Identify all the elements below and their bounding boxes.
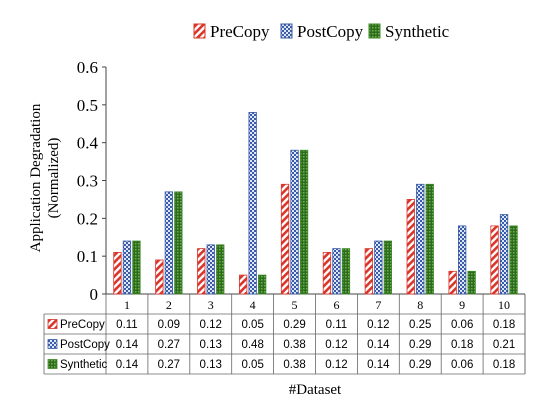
- table-cell-value: 0.11: [326, 319, 348, 331]
- bar-postcopy-10: [499, 214, 509, 295]
- y-tick-label: 0.4: [77, 134, 99, 153]
- bar-postcopy-5: [290, 149, 299, 295]
- bar-precopy-6: [322, 251, 332, 295]
- table-cell-value: 0.06: [451, 359, 473, 371]
- table-cell-value: 0.11: [116, 319, 138, 331]
- x-tick-label: 10: [498, 298, 510, 312]
- table-cell-value: 0.09: [158, 319, 180, 331]
- table-cell-value: 0.27: [158, 339, 180, 351]
- legend-key-postcopy: [280, 23, 293, 39]
- data-table: 1 2 3 4 5 6 7 8 9 10 PreCopy 0.11 0.09 0.12 0.05 0.29 0.…: [43, 294, 526, 375]
- table-series-label: PreCopy: [60, 319, 105, 331]
- table-cell-value: 0.38: [283, 359, 305, 371]
- bar-synthetic-5: [299, 149, 309, 295]
- table-cell-value: 0.13: [200, 359, 222, 371]
- table-cell-value: 0.29: [409, 339, 431, 351]
- axes: 0 0.1 0.2 0.3 0.4 0.5 0.6: [77, 58, 525, 304]
- table-cell-value: 0.18: [493, 319, 515, 331]
- y-tick-label: 0.6: [77, 58, 98, 77]
- table-cell-value: 0.29: [409, 359, 431, 371]
- table-cell-value: 0.12: [325, 339, 347, 351]
- bar-precopy-7: [364, 248, 374, 295]
- bar-synthetic-7: [383, 240, 393, 295]
- table-cell-value: 0.14: [367, 339, 390, 351]
- bar-synthetic-1: [132, 240, 141, 295]
- table-series-label: PostCopy: [60, 339, 110, 351]
- bar-postcopy-6: [332, 248, 341, 295]
- table-cell-value: 0.21: [493, 339, 515, 351]
- legend-label-synthetic: Synthetic: [385, 22, 450, 41]
- bar-synthetic-8: [425, 183, 434, 295]
- table-legend-key-precopy: [47, 319, 58, 329]
- y-tick-label: 0.5: [77, 96, 98, 115]
- bar-postcopy-3: [206, 244, 215, 295]
- bar-postcopy-9: [457, 225, 467, 295]
- x-axis-label: #Dataset: [289, 382, 342, 398]
- x-tick-label: 9: [459, 298, 465, 312]
- legend-key-precopy: [193, 23, 206, 39]
- y-axis-label-subtitle: (Normalized): [46, 138, 62, 219]
- bar-precopy-9: [448, 270, 457, 295]
- y-tick-label: 0.1: [77, 247, 98, 266]
- x-tick-label: 7: [375, 298, 381, 312]
- bar-synthetic-6: [341, 248, 351, 295]
- bar-precopy-5: [280, 183, 290, 295]
- bars: [113, 112, 518, 295]
- x-tick-label: 2: [166, 298, 172, 312]
- table-cell-value: 0.12: [367, 319, 389, 331]
- table-cell-value: 0.14: [116, 339, 139, 351]
- y-tick-label: 0.3: [77, 172, 98, 191]
- x-tick-label: 1: [124, 298, 130, 312]
- bar-precopy-10: [490, 225, 499, 295]
- x-tick-label: 8: [417, 298, 423, 312]
- bar-precopy-8: [406, 199, 415, 295]
- bar-precopy-4: [238, 274, 248, 295]
- y-axis-label: Application Degradation: [28, 103, 44, 252]
- bar-precopy-1: [113, 251, 122, 295]
- table-cell-value: 0.27: [158, 359, 180, 371]
- bar-synthetic-3: [216, 244, 225, 295]
- table-cell-value: 0.29: [283, 319, 305, 331]
- table-cell-value: 0.18: [493, 359, 515, 371]
- legend-label-postcopy: PostCopy: [297, 22, 364, 41]
- table-cell-value: 0.05: [241, 359, 263, 371]
- table-cell-value: 0.25: [409, 319, 431, 331]
- legend: PreCopy PostCopy Synthetic: [193, 22, 450, 41]
- bar-precopy-3: [197, 248, 206, 295]
- bar-precopy-2: [155, 259, 164, 295]
- table-cell-value: 0.18: [451, 339, 473, 351]
- table-cell-value: 0.13: [200, 339, 222, 351]
- x-tick-label: 5: [292, 298, 298, 312]
- y-tick-label: 0.2: [77, 209, 98, 228]
- table-cell-value: 0.14: [116, 359, 139, 371]
- bar-synthetic-4: [257, 274, 267, 295]
- bar-postcopy-2: [164, 191, 174, 295]
- x-tick-label: 4: [250, 298, 256, 312]
- table-cell-value: 0.38: [283, 339, 305, 351]
- table-series-label: Synthetic: [60, 359, 108, 371]
- x-tick-label: 6: [333, 298, 339, 312]
- bar-postcopy-1: [122, 240, 132, 295]
- y-tick-label: 0: [90, 285, 99, 304]
- bar-synthetic-2: [174, 191, 183, 295]
- table-legend-key-synthetic: [47, 359, 58, 369]
- bar-postcopy-7: [374, 240, 383, 295]
- table-legend-key-postcopy: [47, 339, 58, 349]
- legend-key-synthetic: [368, 23, 381, 39]
- table-cell-value: 0.48: [241, 339, 263, 351]
- table-cell-value: 0.12: [325, 359, 347, 371]
- table-cell-value: 0.05: [241, 319, 263, 331]
- table-cell-value: 0.12: [200, 319, 222, 331]
- table-cell-value: 0.14: [367, 359, 390, 371]
- x-tick-label: 3: [208, 298, 214, 312]
- legend-label-precopy: PreCopy: [210, 22, 270, 41]
- bar-postcopy-4: [248, 112, 257, 295]
- bar-synthetic-10: [509, 225, 518, 295]
- bar-synthetic-9: [467, 270, 476, 295]
- bar-postcopy-8: [416, 183, 425, 295]
- table-cell-value: 0.06: [451, 319, 473, 331]
